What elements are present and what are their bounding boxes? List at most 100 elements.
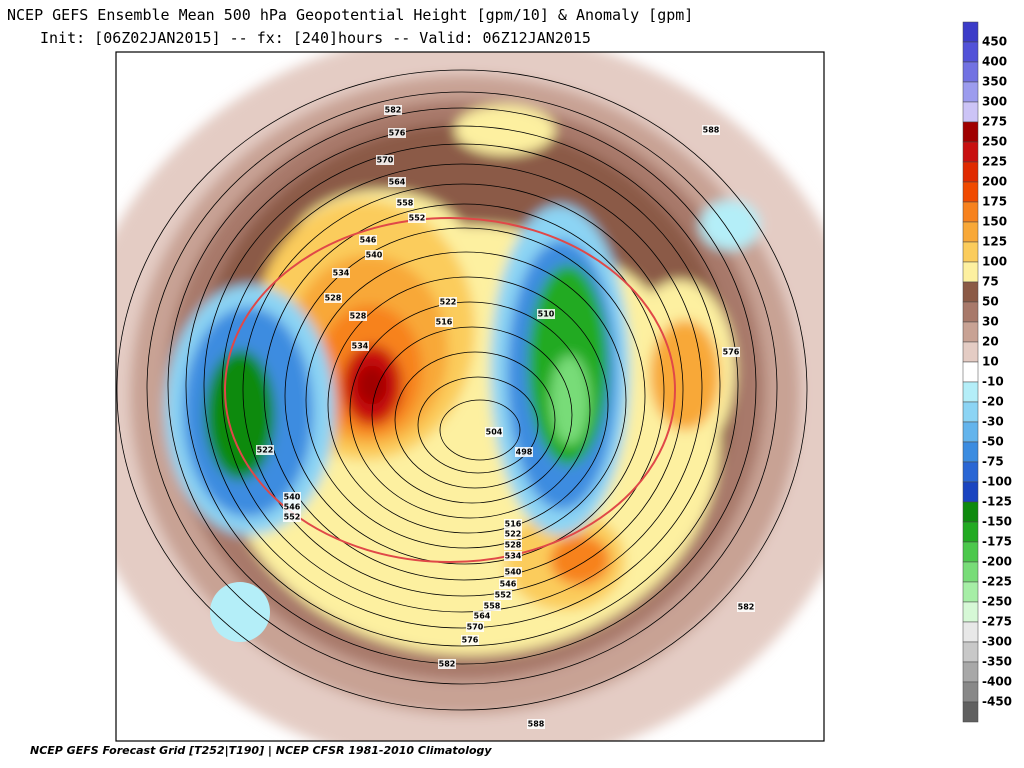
contour-label: 582 bbox=[738, 603, 755, 612]
contour-label: 570 bbox=[467, 623, 484, 632]
colorbar-box bbox=[962, 681, 979, 703]
contour-label-bg bbox=[504, 529, 522, 539]
contour-label-bg bbox=[283, 492, 301, 502]
colorbar-label: -350 bbox=[982, 655, 1012, 669]
contour-label: 528 bbox=[350, 312, 367, 321]
map: 5825765705645585525465405345285285345225… bbox=[116, 52, 824, 741]
contour-label-bg bbox=[504, 551, 522, 561]
contour-label-bg bbox=[527, 719, 545, 729]
colorbar-box bbox=[962, 221, 979, 243]
contour-label: 564 bbox=[389, 178, 406, 187]
colorbar-label: -200 bbox=[982, 555, 1012, 569]
colorbar-box bbox=[962, 161, 979, 183]
colorbar-box bbox=[962, 461, 979, 483]
contour-label-bg bbox=[466, 622, 484, 632]
contour-label-bg bbox=[324, 293, 342, 303]
contour-label-bg bbox=[359, 235, 377, 245]
contour-label: 522 bbox=[440, 298, 457, 307]
contour-label-bg bbox=[351, 341, 369, 351]
colorbar-box bbox=[962, 61, 979, 83]
colorbar-label: 300 bbox=[982, 95, 1007, 109]
colorbar-label: 350 bbox=[982, 75, 1007, 89]
contour-label-bg bbox=[537, 309, 555, 319]
colorbar-box bbox=[962, 561, 979, 583]
colorbar-box bbox=[962, 41, 979, 63]
contour-label: 552 bbox=[284, 513, 301, 522]
contour-label-bg bbox=[504, 519, 522, 529]
contour-label: 534 bbox=[505, 552, 522, 561]
contour-label: 576 bbox=[389, 129, 406, 138]
colorbar-label: -30 bbox=[982, 415, 1004, 429]
colorbar-box bbox=[962, 141, 979, 163]
contour-label: 564 bbox=[474, 612, 491, 621]
colorbar-box bbox=[962, 261, 979, 283]
colorbar-label: 10 bbox=[982, 355, 999, 369]
colorbar-box bbox=[962, 361, 979, 383]
colorbar-box bbox=[962, 621, 979, 643]
contour-label-bg bbox=[408, 213, 426, 223]
contour-label-bg bbox=[439, 297, 457, 307]
contour-label-bg bbox=[332, 268, 350, 278]
colorbar-box bbox=[962, 441, 979, 463]
colorbar-label: 100 bbox=[982, 255, 1007, 269]
contour-label-bg bbox=[435, 317, 453, 327]
contour-label-bg bbox=[384, 105, 402, 115]
contour-label: 552 bbox=[409, 214, 426, 223]
colorbar-label: -10 bbox=[982, 375, 1004, 389]
contour-label-bg bbox=[365, 250, 383, 260]
contour-label-bg bbox=[376, 155, 394, 165]
contour-label: 540 bbox=[505, 568, 522, 577]
colorbar: 450 400 350 300 275 250 225 200 175 150 125 100 75 50… bbox=[962, 21, 1012, 723]
colorbar-label: -400 bbox=[982, 675, 1012, 689]
colorbar-label: 400 bbox=[982, 55, 1007, 69]
colorbar-box bbox=[962, 481, 979, 503]
map-frame bbox=[115, 51, 825, 742]
contour-label-bg bbox=[515, 447, 533, 457]
contour-label-bg bbox=[283, 512, 301, 522]
colorbar-box bbox=[962, 301, 979, 323]
contour-label: 516 bbox=[436, 318, 453, 327]
colorbar-label: 250 bbox=[982, 135, 1007, 149]
colorbar-label: -20 bbox=[982, 395, 1004, 409]
contour-label-bg bbox=[283, 502, 301, 512]
colorbar-label: 30 bbox=[982, 315, 999, 329]
colorbar-label: 150 bbox=[982, 215, 1007, 229]
colorbar-box bbox=[962, 81, 979, 103]
contour-label-bg bbox=[349, 311, 367, 321]
contour-label: 534 bbox=[352, 342, 369, 351]
contour-label: 546 bbox=[360, 236, 377, 245]
colorbar-box bbox=[962, 241, 979, 263]
colorbar-box bbox=[962, 701, 979, 723]
contour-label-bg bbox=[504, 540, 522, 550]
contour-label-bg bbox=[396, 198, 414, 208]
colorbar-box bbox=[962, 281, 979, 303]
colorbar-box bbox=[962, 321, 979, 343]
contour-label: 528 bbox=[325, 294, 342, 303]
colorbar-label: -450 bbox=[982, 695, 1012, 709]
colorbar-box bbox=[962, 521, 979, 543]
colorbar-label: -100 bbox=[982, 475, 1012, 489]
colorbar-label: 75 bbox=[982, 275, 999, 289]
colorbar-label: -300 bbox=[982, 635, 1012, 649]
colorbar-box bbox=[962, 181, 979, 203]
contour-label: 510 bbox=[538, 310, 555, 319]
contour-label: 516 bbox=[505, 520, 522, 529]
contour-label-bg bbox=[388, 128, 406, 138]
contour-label-bg bbox=[461, 635, 479, 645]
contour-label: 540 bbox=[366, 251, 383, 260]
colorbar-box bbox=[962, 661, 979, 683]
colorbar-label: 50 bbox=[982, 295, 999, 309]
contour-label: 540 bbox=[284, 493, 301, 502]
contour-label: 528 bbox=[505, 541, 522, 550]
colorbar-label: -250 bbox=[982, 595, 1012, 609]
colorbar-label: 200 bbox=[982, 175, 1007, 189]
colorbar-box bbox=[962, 21, 979, 43]
contour-label-bg bbox=[483, 601, 501, 611]
contour-label: 558 bbox=[484, 602, 501, 611]
colorbar-box bbox=[962, 381, 979, 403]
contour-label-bg bbox=[388, 177, 406, 187]
contour-label-bg bbox=[485, 427, 503, 437]
colorbar-label: -125 bbox=[982, 495, 1012, 509]
colorbar-box bbox=[962, 341, 979, 363]
